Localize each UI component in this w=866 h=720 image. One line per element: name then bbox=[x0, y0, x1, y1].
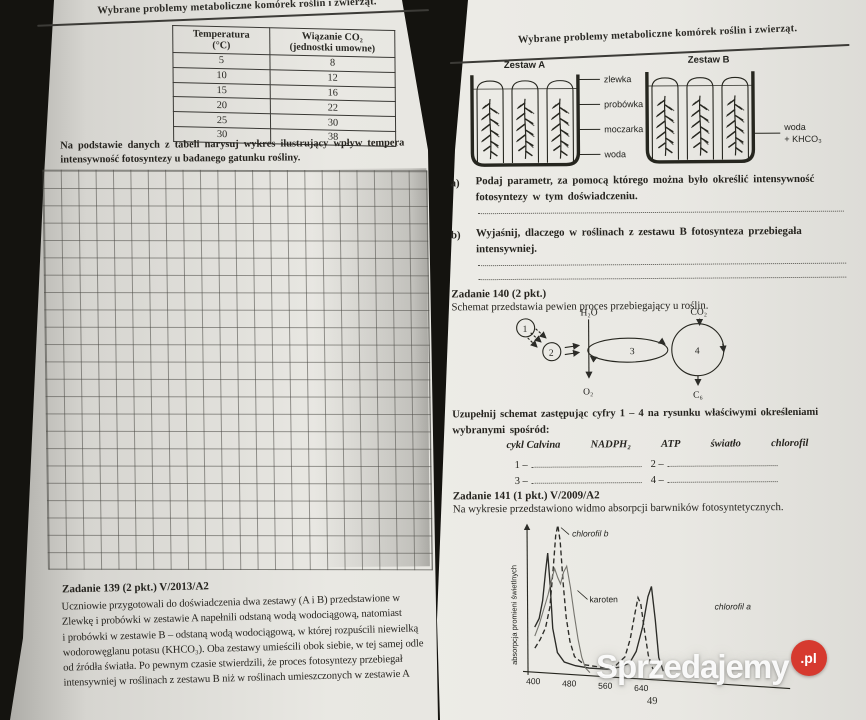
curve-chlorofil-b bbox=[534, 525, 654, 670]
scheme-num-3: 3 bbox=[630, 347, 635, 357]
label-woda: woda bbox=[603, 149, 626, 159]
option-atp: ATP bbox=[661, 438, 681, 450]
answer-blank-4: 4 – bbox=[651, 472, 778, 486]
label-woda-khco3-1: woda bbox=[783, 122, 806, 132]
watermark-pl-badge: .pl bbox=[790, 640, 827, 676]
scheme-num-4: 4 bbox=[695, 347, 700, 357]
task140-options: cykl Calvina NADPH₂ ATP światło chlorofi… bbox=[506, 438, 808, 451]
x-tick-label: 640 bbox=[634, 683, 649, 693]
curve-label-chlorofil-b: chlorofil b bbox=[572, 528, 609, 538]
x-tick-label: 560 bbox=[598, 681, 613, 691]
answer-blank-1: 1 – bbox=[515, 457, 642, 471]
watermark: Sprzedajemy .pl bbox=[596, 640, 827, 686]
beaker-set-a bbox=[472, 74, 579, 165]
question-a-marker: a) bbox=[450, 177, 460, 190]
experiment-diagram: Zestaw A Zestaw B zlewka probówka moczar… bbox=[460, 54, 822, 176]
beaker-set-b bbox=[647, 71, 754, 162]
option-chlorofil: chlorofil bbox=[771, 437, 809, 450]
curve-label-karoten: karoten bbox=[589, 594, 618, 604]
curve-chlorofil-a bbox=[534, 552, 664, 672]
watermark-text: Sprzedajemy bbox=[596, 648, 790, 685]
curve-label-chlorofil-a: chlorofil a bbox=[715, 601, 752, 611]
label-moczarka: moczarka bbox=[604, 124, 643, 134]
label-zlewka: zlewka bbox=[604, 74, 632, 84]
x-axis bbox=[522, 670, 791, 690]
curve-karoten bbox=[534, 564, 591, 674]
set-b-label: Zestaw B bbox=[688, 54, 730, 65]
task140-fill-line1: Uzupełnij schemat zastępując cyfry 1 – 4… bbox=[452, 406, 819, 421]
task140-title: Zadanie 140 (2 pkt.) bbox=[451, 287, 547, 301]
y-axis bbox=[523, 523, 531, 675]
option-swiatlo: światło bbox=[710, 438, 741, 450]
x-tick-label: 480 bbox=[562, 678, 577, 688]
photosynthesis-scheme: H₂O O₂ CO₂ C₆ 1 2 3 4 bbox=[516, 308, 727, 401]
scheme-num-1: 1 bbox=[523, 325, 528, 335]
question-b-line1: Wyjaśnij, dlaczego w roślinach z zestawu… bbox=[475, 224, 802, 240]
task140-fill-line2: wybranymi spośród: bbox=[452, 423, 550, 437]
answer-line bbox=[478, 273, 847, 281]
page-number: 49 bbox=[646, 695, 658, 708]
answer-line bbox=[478, 259, 847, 267]
answer-blank-2: 2 – bbox=[651, 456, 778, 470]
scheme-o2: O₂ bbox=[583, 387, 593, 397]
question-b-marker: b) bbox=[450, 229, 461, 242]
label-woda-khco3-2: + KHCO₃ bbox=[784, 134, 822, 144]
question-a-line1: Podaj parametr, za pomocą którego można … bbox=[475, 172, 815, 188]
x-tick-label: 400 bbox=[526, 676, 541, 686]
right-running-header: Wybrane problemy metaboliczne komórek ro… bbox=[517, 23, 798, 46]
answer-line bbox=[477, 207, 844, 215]
question-b-line2: intensywniej. bbox=[476, 242, 538, 256]
task141-title: Zadanie 141 (1 pkt.) V/2009/A2 bbox=[452, 489, 600, 503]
set-a-label: Zestaw A bbox=[504, 60, 546, 71]
absorption-spectrum-chart: absorpcja promieni świetlnych chlorofil … bbox=[509, 523, 791, 693]
scheme-co2: CO₂ bbox=[690, 308, 707, 318]
scheme-num-2: 2 bbox=[549, 349, 554, 359]
option-cykl-calvina: cykl Calvina bbox=[506, 439, 561, 452]
question-a-line2: fotosyntezy w tym doświadczeniu. bbox=[475, 190, 638, 204]
y-axis-label: absorpcja promieni świetlnych bbox=[509, 565, 519, 665]
option-nadph2: NADPH₂ bbox=[590, 439, 632, 451]
scheme-h2o: H₂O bbox=[580, 308, 597, 318]
label-probowka: probówka bbox=[604, 99, 643, 109]
answer-blank-3: 3 – bbox=[515, 473, 642, 487]
scheme-c6: C₆ bbox=[693, 391, 703, 401]
